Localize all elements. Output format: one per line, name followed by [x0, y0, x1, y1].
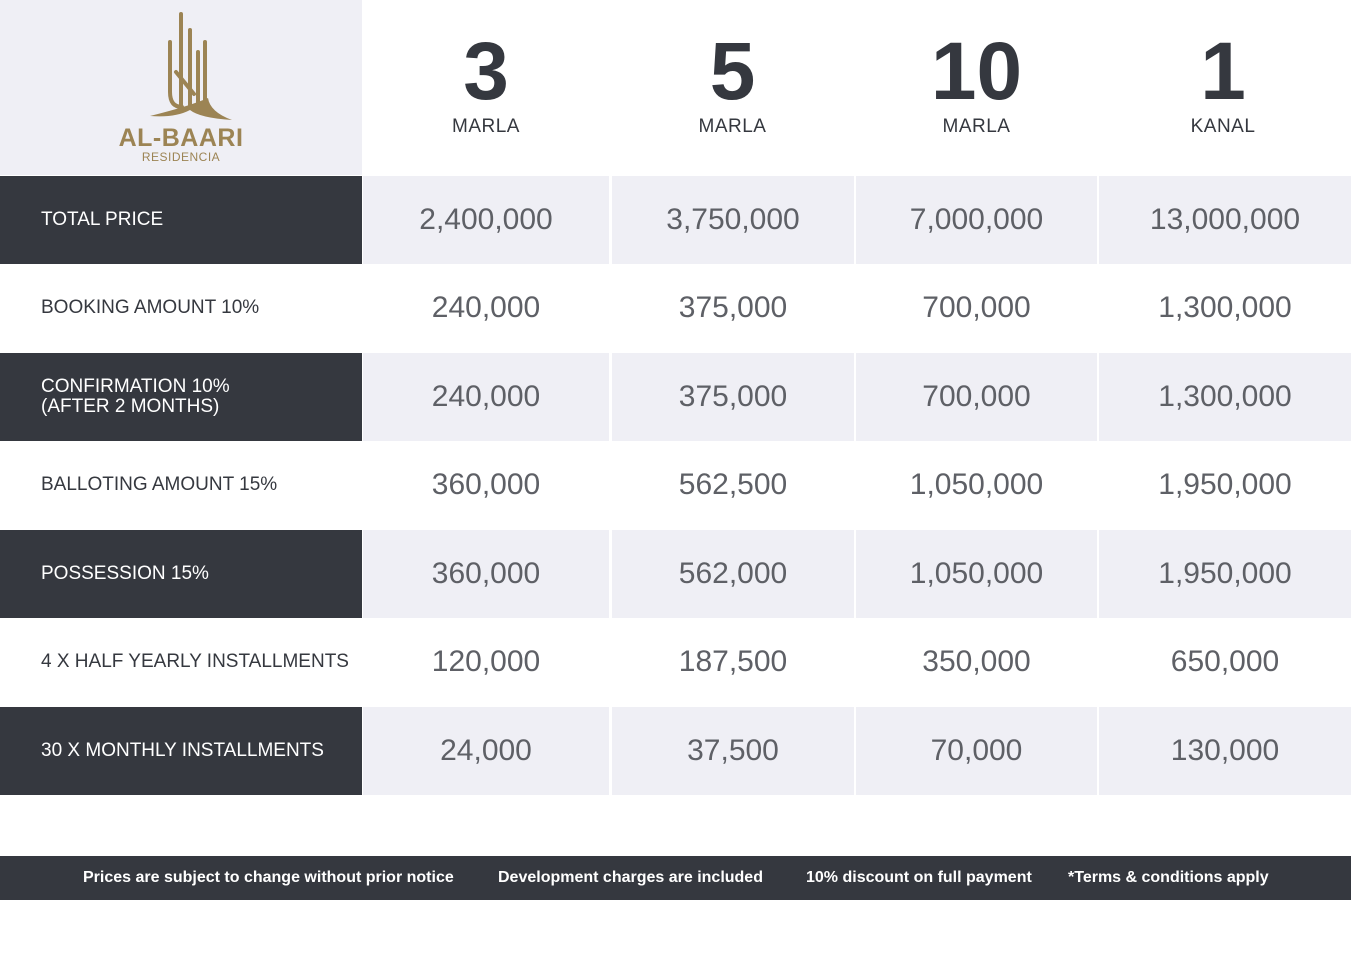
price-cell: 700,000 [856, 353, 1097, 441]
footer-notes-bar: Prices are subject to change without pri… [0, 856, 1351, 900]
row-label: BALLOTING AMOUNT 15% [0, 441, 362, 529]
row-possession: POSSESSION 15% 360,000 562,000 1,050,000… [0, 530, 1351, 618]
row-label: POSSESSION 15% [0, 530, 362, 618]
size-header-1-kanal: 1 KANAL [1099, 0, 1347, 175]
size-header-5-marla: 5 MARLA [611, 0, 854, 175]
row-label: BOOKING AMOUNT 10% [0, 264, 362, 352]
row-confirmation: CONFIRMATION 10% (AFTER 2 MONTHS) 240,00… [0, 353, 1351, 441]
size-number: 1 [1200, 26, 1246, 117]
size-header-10-marla: 10 MARLA [856, 0, 1097, 175]
size-number: 10 [930, 26, 1023, 117]
price-cell: 375,000 [612, 353, 854, 441]
price-cell: 120,000 [363, 618, 609, 706]
brand-subtitle: RESIDENCIA [141, 150, 221, 164]
size-header-3-marla: 3 MARLA [362, 0, 610, 175]
price-cell: 350,000 [856, 618, 1097, 706]
size-number: 3 [463, 26, 509, 117]
price-cell: 37,500 [612, 707, 854, 795]
price-cell: 1,300,000 [1099, 264, 1351, 352]
footer-note: Prices are subject to change without pri… [83, 869, 454, 886]
row-label: 4 X HALF YEARLY INSTALLMENTS [0, 618, 362, 706]
price-cell: 360,000 [363, 441, 609, 529]
price-cell: 130,000 [1099, 707, 1351, 795]
footer-note: Development charges are included [498, 869, 763, 886]
row-label: CONFIRMATION 10% (AFTER 2 MONTHS) [0, 353, 362, 441]
price-cell: 1,950,000 [1099, 530, 1351, 618]
size-unit: MARLA [698, 116, 767, 137]
price-cell: 24,000 [363, 707, 609, 795]
price-cell: 187,500 [612, 618, 854, 706]
price-cell: 700,000 [856, 264, 1097, 352]
size-unit: MARLA [452, 116, 520, 137]
row-monthly-installments: 30 X MONTHLY INSTALLMENTS 24,000 37,500 … [0, 707, 1351, 795]
price-cell: 1,050,000 [856, 441, 1097, 529]
price-cell: 13,000,000 [1099, 176, 1351, 264]
footer-note: 10% discount on full payment [806, 869, 1032, 886]
size-number: 5 [709, 26, 756, 117]
price-cell: 360,000 [363, 530, 609, 618]
price-cell: 375,000 [612, 264, 854, 352]
price-cell: 70,000 [856, 707, 1097, 795]
logo-cell: AL-BAARI RESIDENCIA [0, 0, 362, 175]
row-label: 30 X MONTHLY INSTALLMENTS [0, 707, 362, 795]
price-cell: 562,000 [612, 530, 854, 618]
price-cell: 7,000,000 [856, 176, 1097, 264]
row-booking-amount: BOOKING AMOUNT 10% 240,000 375,000 700,0… [0, 264, 1351, 352]
price-cell: 240,000 [363, 353, 609, 441]
price-cell: 1,950,000 [1099, 441, 1351, 529]
footer-note: *Terms & conditions apply [1068, 869, 1269, 886]
price-cell: 240,000 [363, 264, 609, 352]
size-unit: KANAL [1190, 116, 1256, 137]
calligraphy-towers-logo [150, 12, 232, 120]
price-cell: 1,050,000 [856, 530, 1097, 618]
row-label: TOTAL PRICE [0, 176, 362, 264]
row-balloting-amount: BALLOTING AMOUNT 15% 360,000 562,500 1,0… [0, 441, 1351, 529]
price-cell: 2,400,000 [363, 176, 609, 264]
price-cell: 3,750,000 [612, 176, 854, 264]
price-cell: 1,300,000 [1099, 353, 1351, 441]
row-half-yearly-installments: 4 X HALF YEARLY INSTALLMENTS 120,000 187… [0, 618, 1351, 706]
brand-name: AL-BAARI [118, 124, 244, 152]
price-cell: 562,500 [612, 441, 854, 529]
price-cell: 650,000 [1099, 618, 1351, 706]
size-unit: MARLA [942, 116, 1011, 137]
row-total-price: TOTAL PRICE 2,400,000 3,750,000 7,000,00… [0, 176, 1351, 264]
